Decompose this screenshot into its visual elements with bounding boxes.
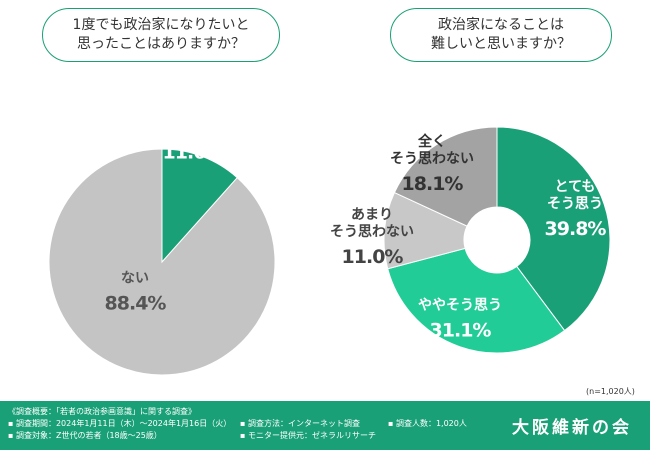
category-label: とても そう思う <box>546 179 603 212</box>
footer-item: ▪ 調査方法：インターネット調査 <box>240 419 360 428</box>
value-label: 18.1% <box>401 173 464 195</box>
sample-note: (n=1,020人) <box>586 387 635 396</box>
value-label: 11.6% <box>162 141 225 164</box>
footer-item: ▪ 調査期間：2024年1月11日（木）〜2024年1月16日（火） <box>8 419 232 428</box>
slice-label: ある 11.6% <box>162 119 225 165</box>
category-label: 全く そう思わない <box>390 134 474 167</box>
pie-slice <box>393 126 498 227</box>
footer-heading: 《調査概要：「若者の政治参画意識」に関する調査》 <box>8 407 196 416</box>
pie-slice <box>48 148 276 376</box>
slice-label: とても そう思う 39.8% <box>544 179 607 241</box>
slice-label: 全く そう思わない 18.1% <box>390 134 474 196</box>
pie-slice <box>496 126 611 332</box>
category-label: あまり そう思わない <box>330 207 414 240</box>
footer-item: ▪ モニター提供元：ゼネラルリサーチ <box>240 431 376 440</box>
category-label: ある <box>178 119 207 136</box>
value-label: 11.0% <box>341 246 404 268</box>
pie-slice <box>161 148 238 264</box>
logo: 大阪維新の会 <box>512 418 632 438</box>
value-label: 88.4% <box>104 292 167 315</box>
pie-slice <box>387 247 566 354</box>
slice-label: ややそう思う 31.1% <box>418 298 502 343</box>
chart-title: 政治家になることは 難しいと思いますか？ <box>390 8 612 62</box>
slice-label: ない 88.4% <box>104 270 167 316</box>
chart-title: 1度でも政治家になりたいと 思ったことはありますか？ <box>42 8 280 62</box>
footer-item: ▪ 調査対象：Z世代の若者（18歳〜25歳） <box>8 431 162 440</box>
value-label: 39.8% <box>544 218 607 240</box>
footer: 《調査概要：「若者の政治参画意識」に関する調査》 ▪ 調査期間：2024年1月1… <box>0 401 650 450</box>
category-label: ややそう思う <box>418 297 502 314</box>
slice-label: あまり そう思わない 11.0% <box>330 207 414 269</box>
footer-item: ▪ 調査人数：1,020人 <box>388 419 467 428</box>
category-label: ない <box>120 270 149 287</box>
value-label: 31.1% <box>429 319 492 342</box>
